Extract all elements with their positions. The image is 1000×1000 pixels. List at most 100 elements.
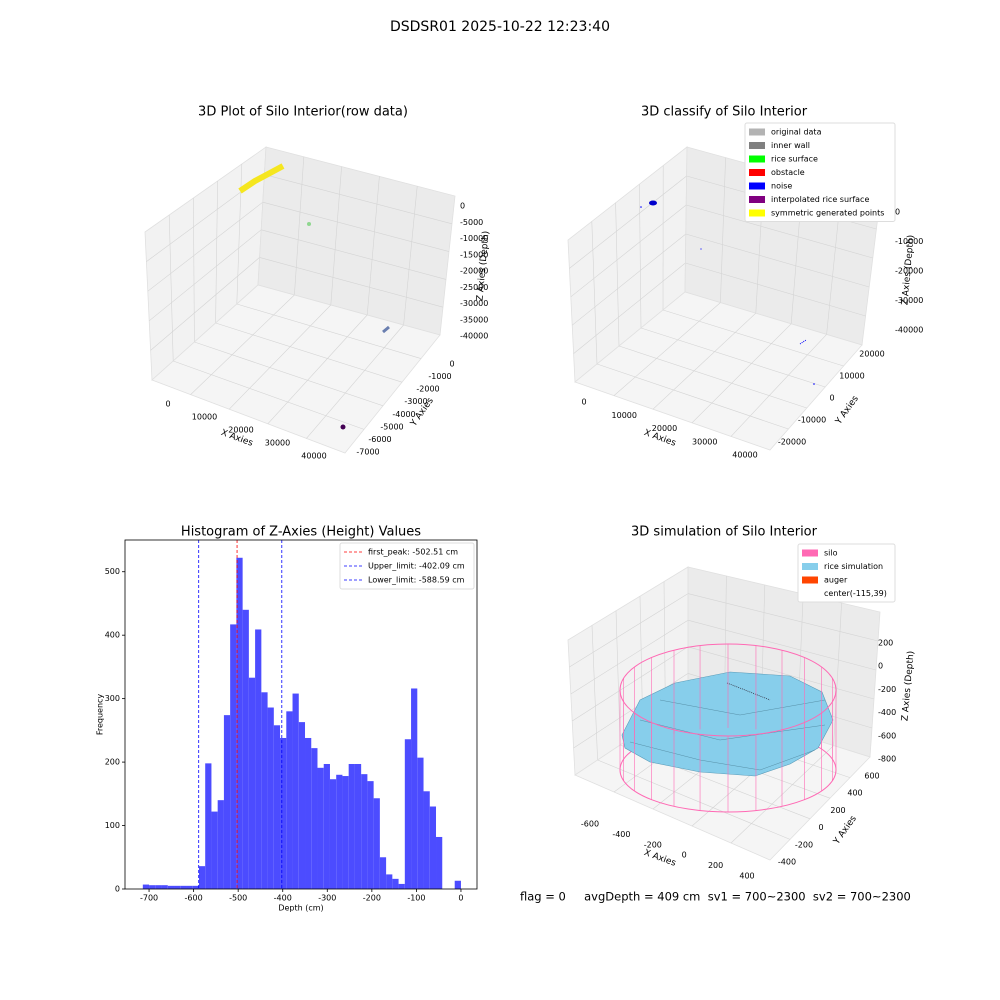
pane-grid [150,257,260,351]
panel-title: Histogram of Z-Axies (Height) Values [181,525,421,540]
rice-mesh [629,699,826,771]
y-tick-label: 200 [830,806,845,815]
z-tick-label: -15000 [460,250,488,259]
bar [305,737,312,889]
panel-title: 3D simulation of Silo Interior [631,525,818,540]
bar [280,737,287,889]
bar [236,557,243,889]
y-tick-label: 0 [115,885,120,894]
bar [217,800,224,889]
bar [292,693,299,889]
bar [404,739,412,889]
bar [323,763,330,889]
x-tick-label: -600 [185,894,203,903]
legend-swatch [749,196,765,203]
bar [248,677,256,889]
pane-grid [685,262,866,317]
pane-grid [294,156,305,296]
pane-grid [597,759,791,840]
bar [348,763,355,889]
bar [386,874,393,889]
pane-grid [618,345,807,409]
x-tick-label: 0 [458,894,463,903]
pane-grid [687,593,879,642]
x-tick-label: -500 [229,894,247,903]
bar [423,791,430,889]
z-tick-label: -30000 [895,296,923,305]
pane-grid [168,214,174,362]
panel-title: 3D classify of Silo Interior [641,105,808,120]
y-tick-label: -2000 [416,385,439,394]
bar [242,609,249,889]
pane-grid [662,309,844,367]
y-tick-label: -1000 [428,372,451,381]
bar [429,806,437,889]
y-tick-label: 300 [105,694,120,703]
pane-grid [403,186,418,326]
x-tick-label: 20000 [652,424,677,433]
pane-grid [267,314,368,425]
legend-label: silo [824,549,838,558]
z-tick-label: -200 [878,685,896,694]
legend-label: interpolated rice surface [771,195,869,204]
y-tick-label: 500 [105,567,120,576]
pane-grid [236,303,422,359]
bar [149,885,156,889]
x-tick-label: -400 [612,830,630,839]
x-tick-label: -200 [644,840,662,849]
pane-grid [215,180,218,324]
legend-label: Upper_limit: -402.09 cm [368,562,465,571]
legend-swatch [749,209,765,217]
pane-grid [591,221,598,365]
noise-point [799,339,807,345]
pane-grid [615,610,621,746]
pane-grid [652,312,757,410]
z-tick-label: 200 [878,639,893,648]
bar [230,624,237,889]
x-tick-label: 30000 [265,439,290,448]
x-tick-label: -200 [363,894,381,903]
bar [392,878,399,889]
y-tick-label: 0 [449,360,454,369]
pane-grid [306,324,404,439]
legend-swatch [749,142,765,149]
bar [261,692,268,889]
y-tick-label: 0 [829,394,834,403]
bar [286,711,293,889]
y-tick-label: 0 [818,823,823,832]
legend-swatch [802,590,818,597]
x-axis-label: Depth (cm) [278,904,323,913]
blue-grey-points [382,325,390,334]
y-tick-label: -10000 [798,416,826,425]
panel-title: 3D Plot of Silo Interior(row data) [198,105,408,120]
x-tick-label: -400 [274,894,292,903]
pane-grid [691,323,792,424]
z-tick-label: -400 [878,708,896,717]
x-tick-label: 40000 [732,451,757,460]
legend-label: obstacle [771,168,805,177]
pane-grid [193,197,195,343]
rice-surface [621,671,834,777]
bar [417,757,424,889]
legend-swatch [802,549,818,557]
pane-grid [330,166,342,306]
legend-label: Lower_limit: -588.59 cm [368,576,465,585]
z-tick-label: 0 [460,202,465,211]
noise-cluster [649,200,657,206]
legend-label: auger [824,576,848,585]
bar [273,725,281,889]
bar [336,774,343,889]
x-tick-label: 0 [165,400,170,409]
legend-swatch [749,169,765,176]
pane-grid [687,646,875,700]
pane-grid [572,233,686,326]
purple-point [340,424,346,430]
x-tick-label: 0 [581,398,586,407]
z-tick-label: -20000 [895,267,923,276]
pane-grid [190,294,295,395]
x-tick-label: -100 [407,894,425,903]
bar [329,779,337,889]
pane-grid [366,176,380,316]
pane-grid [264,174,453,225]
